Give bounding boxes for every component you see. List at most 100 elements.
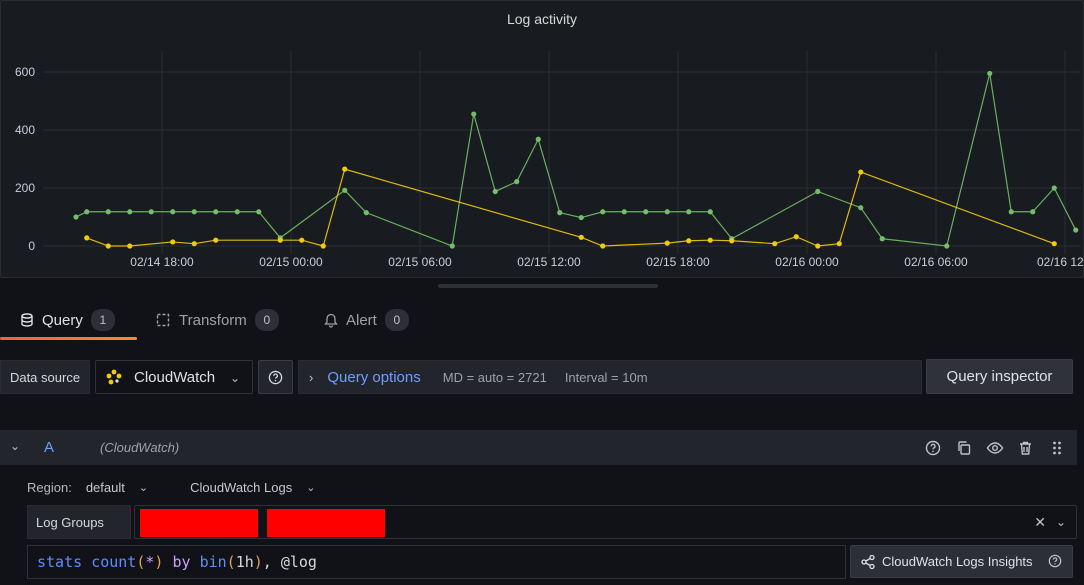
logs-insights-button[interactable]: CloudWatch Logs Insights [850, 545, 1073, 578]
chevron-down-icon[interactable]: ⌄ [306, 481, 316, 494]
cloudwatch-icon [106, 369, 122, 385]
query-token: ( [136, 553, 146, 571]
chart-panel: Log activity 0 200 400 600 02/14 18:00 02/15 … [0, 0, 1084, 278]
query-ref-id[interactable]: A [44, 439, 55, 456]
data-point-series-1 [256, 209, 262, 215]
data-point-series-1 [84, 209, 90, 215]
data-point-series-1 [127, 209, 133, 215]
region-select[interactable]: default [85, 479, 125, 495]
logs-insights-label: CloudWatch Logs Insights [882, 554, 1033, 569]
data-point-series-2 [213, 237, 219, 243]
data-point-series-2 [1051, 241, 1057, 247]
data-point-series-2 [772, 241, 778, 247]
data-point-series-1 [535, 136, 541, 142]
x-tick-label: 02/14 18:00 [130, 255, 194, 269]
region-row: Region: default ⌄ CloudWatch Logs ⌄ [27, 478, 315, 496]
data-point-series-1 [815, 188, 821, 195]
data-point-series-2 [105, 243, 111, 249]
data-point-series-1 [944, 243, 950, 249]
data-point-series-1 [578, 214, 584, 221]
query-options-interval: Interval = 10m [564, 369, 648, 385]
log-groups-label: Log Groups [27, 505, 131, 539]
data-point-series-1 [342, 187, 348, 193]
x-tick-label: 02/15 06:00 [388, 255, 452, 269]
y-tick-label: 600 [15, 65, 35, 79]
query-options-max-data-points: MD = auto = 2721 [442, 369, 547, 385]
editor-tabs: Query 1 Transform 0 Alert 0 [0, 300, 1084, 342]
data-point-series-2 [320, 243, 326, 249]
database-icon [21, 313, 33, 327]
data-point-series-1 [234, 209, 240, 215]
panel-resize-handle[interactable] [438, 284, 658, 288]
tab-query[interactable]: Query 1 [2, 300, 133, 340]
trash-icon[interactable] [1015, 438, 1036, 458]
data-point-series-1 [492, 188, 498, 195]
query-token: ( [226, 553, 236, 571]
data-point-series-1 [1051, 185, 1057, 191]
chevron-down-icon[interactable]: ⌄ [10, 439, 21, 453]
data-point-series-2 [729, 238, 735, 244]
query-token: bin [199, 553, 227, 571]
y-tick-label: 0 [28, 239, 35, 253]
data-source-picker[interactable]: CloudWatch ⌄ [95, 360, 253, 394]
eye-icon[interactable] [984, 438, 1005, 458]
log-activity-chart: 0 200 400 600 02/14 18:00 02/15 00:00 02/15 06… [15, 51, 1084, 269]
x-tick-label: 02/15 18:00 [646, 255, 710, 269]
service-select[interactable]: CloudWatch Logs [190, 479, 293, 495]
query-options-title: Query options [327, 368, 421, 386]
data-point-series-1 [170, 209, 176, 215]
log-groups-select[interactable]: ✕ ⌄ [134, 505, 1077, 539]
tab-query-count: 1 [90, 309, 115, 331]
clear-icon[interactable]: ✕ [1034, 514, 1046, 530]
data-point-series-1 [148, 209, 154, 215]
chevron-right-icon: › [309, 369, 314, 385]
drag-handle-icon[interactable] [1046, 438, 1067, 458]
data-point-series-1 [621, 209, 627, 215]
region-label: Region: [27, 479, 72, 495]
series-line-1 [75, 73, 1077, 247]
tab-transform-count: 0 [254, 309, 279, 331]
data-point-series-2 [815, 243, 821, 249]
question-circle-icon[interactable] [922, 438, 943, 458]
duplicate-icon[interactable] [953, 438, 974, 458]
bell-icon [324, 313, 338, 328]
x-tick-label: 02/15 12:00 [517, 255, 581, 269]
query-inspector-button[interactable]: Query inspector [926, 359, 1073, 394]
data-source-help-button[interactable] [258, 360, 293, 394]
question-circle-icon[interactable] [1048, 554, 1062, 571]
query-token: * [145, 553, 155, 571]
log-group-chip-redacted[interactable] [267, 509, 385, 537]
tab-transform[interactable]: Transform 0 [137, 300, 297, 340]
data-point-series-1 [363, 210, 369, 216]
query-row-header[interactable]: ⌄ A (CloudWatch) [0, 430, 1077, 465]
data-point-series-1 [191, 209, 197, 215]
data-point-series-1 [987, 70, 993, 77]
query-token: , @log [262, 553, 317, 571]
data-point-series-1 [73, 214, 79, 220]
query-row-actions [922, 438, 1067, 458]
chevron-down-icon[interactable]: ⌄ [1055, 515, 1066, 529]
data-point-series-1 [600, 209, 606, 215]
data-point-series-1 [1008, 209, 1014, 215]
x-tick-label: 02/16 06:00 [904, 255, 968, 269]
data-point-series-2 [707, 237, 713, 243]
chevron-down-icon[interactable]: ⌄ [138, 481, 149, 494]
data-point-series-2 [664, 240, 670, 246]
query-editor[interactable]: stats count(*) by bin(1h), @log [27, 545, 846, 579]
chevron-down-icon: ⌄ [229, 371, 240, 385]
data-point-series-2 [191, 241, 197, 247]
query-token: count [91, 553, 137, 571]
query-token: ) [253, 553, 263, 571]
data-point-series-1 [1030, 209, 1036, 215]
data-point-series-1 [643, 209, 649, 215]
data-point-series-2 [299, 237, 305, 243]
tab-query-label: Query [42, 311, 83, 329]
query-options-toggle[interactable]: › Query options MD = auto = 2721 Interva… [298, 360, 922, 394]
tab-alert[interactable]: Alert 0 [306, 300, 427, 340]
x-tick-label: 02/15 00:00 [259, 255, 323, 269]
log-group-chip-redacted[interactable] [140, 509, 258, 537]
series-line-2 [86, 168, 1055, 247]
data-point-series-2 [858, 169, 864, 175]
tab-alert-count: 0 [384, 309, 409, 331]
query-datasource-name: (CloudWatch) [100, 440, 180, 455]
